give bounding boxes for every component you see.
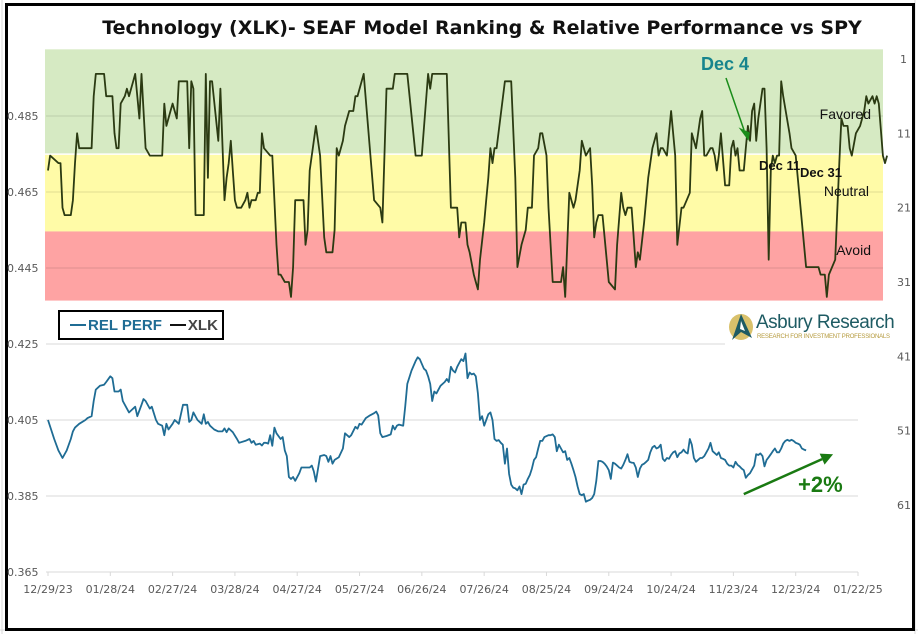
left-axis: 0.365 0.385 0.405 0.425 0.445 0.465 0.485	[7, 110, 39, 579]
left-tick-label: 0.465	[7, 186, 39, 199]
left-tick-label: 0.385	[7, 490, 39, 503]
right-tick-label: 51	[897, 425, 911, 438]
legend-swatch-rel-perf	[70, 324, 86, 326]
trend-arrow-icon	[743, 453, 834, 496]
asbury-research-logo: Asbury Research RESEARCH FOR INVESTMENT …	[726, 310, 895, 346]
series-line-xlk	[47, 73, 888, 298]
band-favored	[45, 49, 883, 155]
bands-layer	[45, 49, 883, 301]
left-tick-label: 0.485	[7, 110, 39, 123]
x-axis: 12/29/23 01/28/24 02/27/24 03/28/24 04/27/24…	[23, 571, 883, 596]
gridlines-layer	[46, 115, 883, 573]
x-tick-label: 01/28/24	[86, 583, 135, 596]
legend-swatch-xlk	[169, 324, 186, 326]
dec4-arrow-icon	[725, 77, 750, 141]
legend-label-rel-perf: REL PERF	[88, 316, 162, 334]
chart-title: Technology (XLK)- SEAF Model Ranking & R…	[102, 17, 862, 39]
right-tick-label: 61	[897, 499, 911, 512]
perf-line-layer	[47, 352, 807, 503]
legend-label-xlk: XLK	[187, 316, 218, 334]
annotation-dec31: Dec 31	[800, 165, 842, 180]
left-tick-label: 0.425	[7, 338, 39, 351]
x-tick-label: 02/27/24	[148, 583, 197, 596]
logo-mark-icon	[729, 314, 753, 340]
annotation-dec4: Dec 4	[701, 54, 749, 74]
band-label-favored: Favored	[820, 106, 871, 122]
legend: REL PERF XLK	[58, 310, 224, 340]
band-avoid	[45, 231, 883, 301]
x-tick-label: 09/24/24	[584, 583, 633, 596]
x-tick-label: 07/26/24	[459, 583, 508, 596]
series-line-rel-perf	[47, 352, 807, 503]
legend-item-rel-perf: REL PERF	[70, 317, 162, 334]
right-tick-label: 41	[897, 350, 911, 363]
x-tick-label: 06/26/24	[397, 583, 446, 596]
legend-item-xlk: XLK	[169, 316, 218, 334]
trend-arrow-head	[819, 453, 834, 465]
annotation-plus-2pct: +2%	[798, 472, 843, 497]
x-tick-label: 03/28/24	[210, 583, 259, 596]
x-tick-label: 01/22/25	[833, 583, 882, 596]
right-tick-label: 21	[897, 202, 911, 215]
x-tick-label: 10/24/24	[646, 583, 695, 596]
x-tick-label: 05/27/24	[335, 583, 384, 596]
logo-tagline: RESEARCH FOR INVESTMENT PROFESSIONALS	[757, 334, 890, 340]
annotation-dec11: Dec 11	[759, 158, 800, 173]
band-neutral	[45, 154, 883, 232]
right-tick-label: 1	[900, 53, 907, 66]
x-tick-label: 08/25/24	[522, 583, 571, 596]
rank-line-layer	[47, 73, 888, 298]
left-tick-label: 0.405	[7, 414, 39, 427]
band-label-neutral: Neutral	[824, 183, 869, 199]
x-tick-label: 12/23/24	[771, 583, 820, 596]
right-tick-label: 31	[897, 276, 911, 289]
band-label-avoid: Avoid	[836, 242, 871, 258]
x-tick-label: 12/29/23	[23, 583, 72, 596]
left-tick-label: 0.365	[7, 566, 39, 579]
left-tick-label: 0.445	[7, 262, 39, 275]
trend-arrow-shaft	[743, 457, 823, 496]
right-tick-label: 11	[897, 127, 911, 140]
x-tick-label: 11/23/24	[709, 583, 758, 596]
x-tick-label: 04/27/24	[273, 583, 322, 596]
logo-name: Asbury Research	[756, 312, 895, 333]
